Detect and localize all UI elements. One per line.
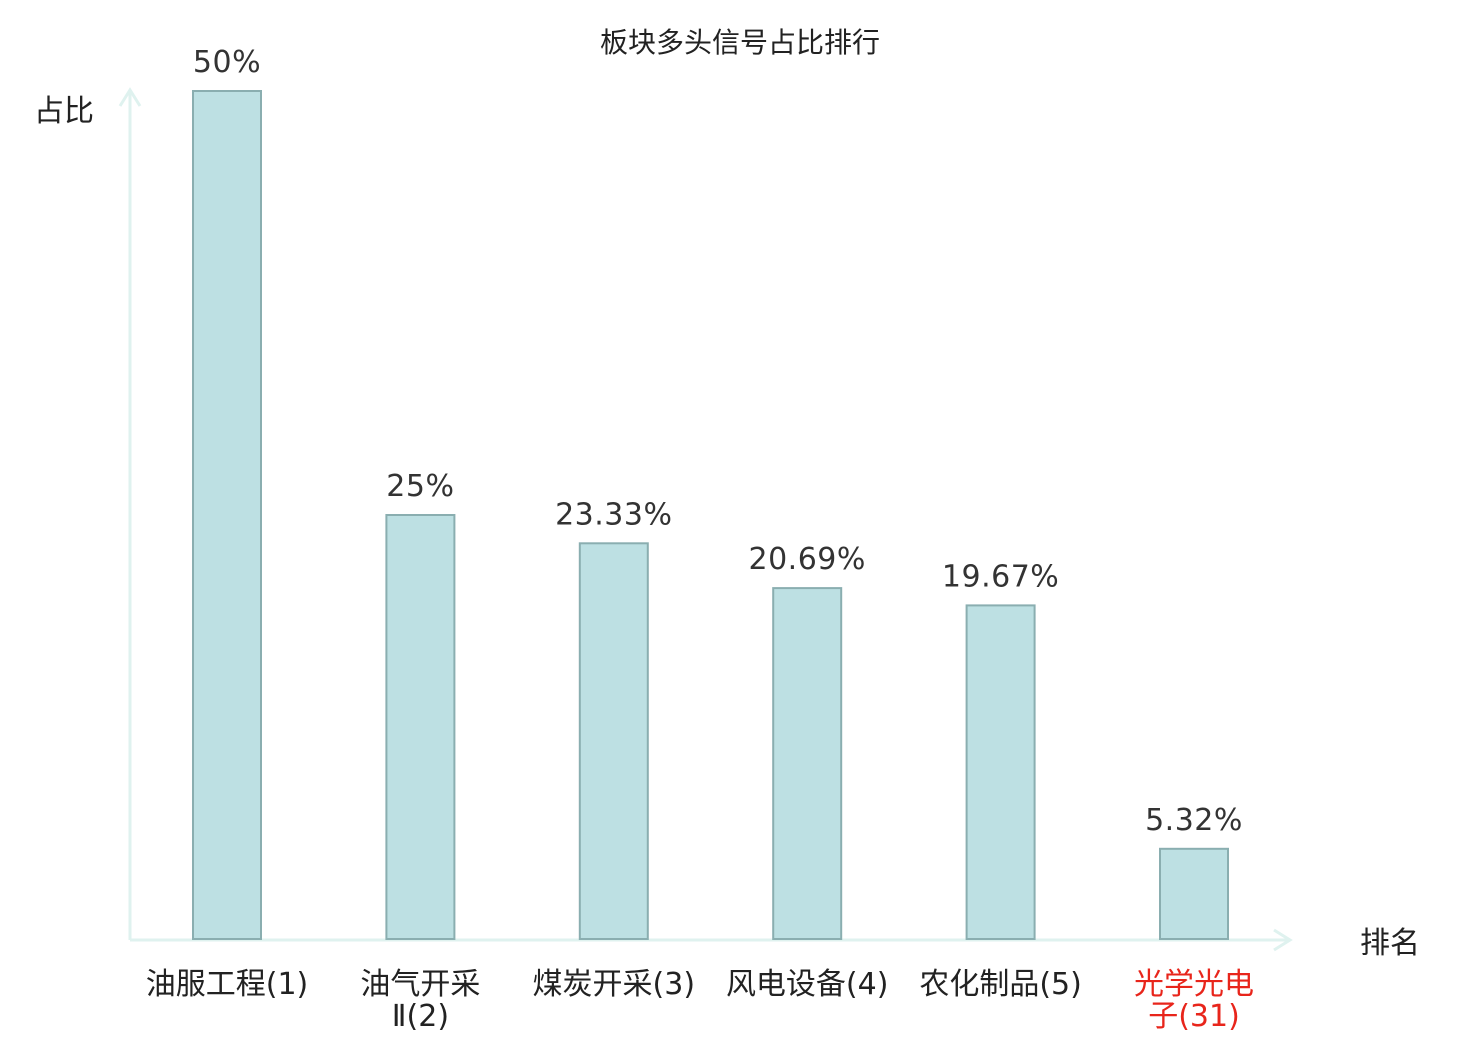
category-label: 风电设备(4) — [726, 967, 889, 1002]
x-axis-arrow — [1273, 928, 1293, 952]
bar-value-label: 25% — [386, 469, 454, 504]
category-label: 煤炭开采(3) — [533, 967, 696, 1002]
axes — [118, 87, 1293, 952]
bar-value-label: 20.69% — [749, 542, 866, 577]
chart-title: 板块多头信号占比排行 — [600, 26, 880, 59]
x-axis-label: 排名 — [1360, 926, 1420, 961]
category-label-line: 子(31) — [1148, 999, 1240, 1034]
bar — [192, 90, 262, 940]
bar-value-label: 23.33% — [555, 497, 672, 532]
category-label-line: 煤炭开采(3) — [533, 967, 696, 1002]
category-label-line: 农化制品(5) — [919, 967, 1082, 1002]
bar-value-label: 19.67% — [942, 559, 1059, 594]
y-axis-arrow — [118, 87, 142, 107]
bar — [385, 514, 456, 940]
bar-value-label: 50% — [193, 45, 261, 80]
bar — [1159, 847, 1229, 940]
value-labels: 50% 25% 23.33% 20.69% 19.67% 5.32% — [193, 45, 1243, 838]
bar — [965, 604, 1036, 941]
category-label: 光学光电子(31) — [1134, 967, 1254, 1034]
category-label: 农化制品(5) — [919, 967, 1082, 1002]
category-label-line: 油气开采 — [360, 967, 480, 1002]
category-label-line: 光学光电 — [1134, 967, 1254, 1002]
category-label: 油服工程(1) — [146, 967, 309, 1002]
bar — [578, 542, 649, 940]
y-axis-label: 占比 — [34, 94, 94, 129]
bars — [192, 90, 1229, 941]
category-label-line: Ⅱ(2) — [392, 999, 449, 1034]
category-label-line: 风电设备(4) — [726, 967, 889, 1002]
category-label: 油气开采 Ⅱ(2) — [360, 967, 480, 1034]
bar — [772, 587, 843, 940]
category-label-line: 油服工程(1) — [146, 967, 309, 1002]
bar-value-label: 5.32% — [1145, 803, 1243, 838]
category-labels: 油服工程(1) 油气开采 Ⅱ(2) 煤炭开采(3) 风电设备(4) 农化制品(5) 光学光电… — [146, 967, 1254, 1034]
